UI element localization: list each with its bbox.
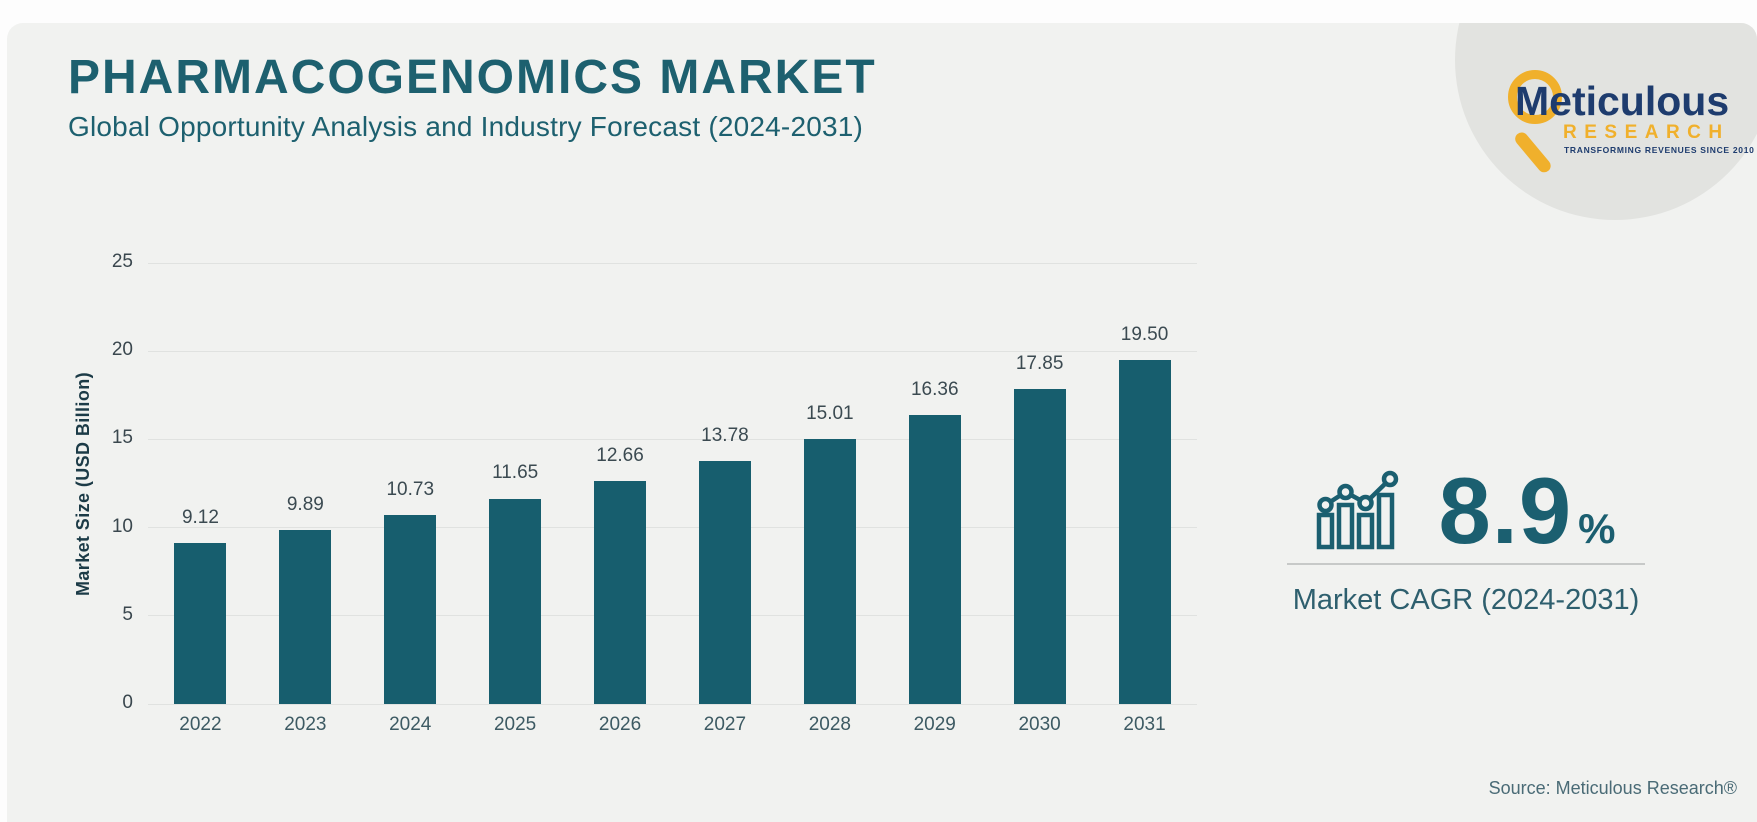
magnifier-icon [1508,70,1562,124]
cagr-block: 8.9 % [1166,443,1757,563]
bar-2022 [174,543,227,704]
x-tick-2022: 2022 [179,714,222,735]
brand-logo: Meticulous RESEARCH TRANSFORMING REVENUE… [1495,60,1755,180]
y-axis-title: Market Size (USD Billion) [73,371,93,597]
bar-2030 [1013,389,1066,704]
bar-value-2025: 11.65 [492,462,539,484]
bar-value-2028: 15.01 [806,403,854,425]
y-tick-5: 5 [122,603,133,625]
bar-value-2031: 19.50 [1120,324,1169,346]
y-tick-25: 25 [111,251,133,272]
y-tick-20: 20 [111,339,133,361]
x-tick-2023: 2023 [284,714,327,735]
gridline-20 [148,350,1197,352]
x-tick-2026: 2026 [598,714,642,735]
bar-2024 [384,514,437,704]
gridline-5 [148,615,1197,617]
x-axis-labels: 2022 2023 2024 2025 2026 2027 2028 2029 2030 2031 [148,714,1197,740]
x-tick-2031: 2031 [1123,714,1166,735]
bar-value-2024: 10.73 [386,478,435,500]
page-subtitle: Global Opportunity Analysis and Industry… [68,111,864,142]
x-tick-2024: 2024 [389,714,432,735]
bar-2031 [1118,360,1171,704]
logo-tagline: TRANSFORMING REVENUES SINCE 2010 [1564,145,1755,155]
bar-2023 [279,529,332,704]
y-tick-10: 10 [111,515,133,537]
bar-2028 [803,439,856,704]
gridline-25 [148,262,1197,264]
gridline-10 [148,527,1197,529]
magnifier-handle-icon [1512,129,1554,175]
x-tick-2028: 2028 [808,714,851,735]
gridline-15 [148,438,1197,440]
page-title: PHARMACOGENOMICS MARKET [68,51,877,104]
bar-2027 [698,460,751,704]
infographic-card: PHARMACOGENOMICS MARKET Global Opportuni… [7,23,1757,822]
plot-area: 9.12 9.89 10.73 11.65 12.66 13.78 15.01 16.36 17… [148,262,1197,705]
logo-name: Meticulous [1515,78,1730,124]
bar-value-2026: 12.66 [596,444,644,466]
cagr-value: 8.9 [1438,458,1573,563]
cagr-percent-sign: % [1578,505,1616,552]
x-tick-2029: 2029 [913,714,956,735]
cagr-chart-icon [1317,470,1399,550]
source-attribution: Source: Meticulous Research® [1488,778,1737,798]
cagr-number: 8.9 % [1438,458,1616,563]
gridline-0 [148,703,1197,705]
y-tick-15: 15 [111,427,133,449]
bar-2025 [489,498,542,704]
bar-value-2022: 9.12 [181,507,219,529]
bar-2026 [594,480,647,704]
y-tick-0: 0 [122,692,133,713]
cagr-divider [1287,563,1645,565]
bar-value-2027: 13.78 [701,424,749,446]
logo-subname: RESEARCH [1563,122,1730,143]
bar-value-2030: 17.85 [1015,353,1064,375]
x-tick-2025: 2025 [493,714,537,735]
bar-value-2023: 9.89 [286,493,324,515]
x-tick-2027: 2027 [703,714,747,735]
bar-2029 [908,415,961,704]
x-tick-2030: 2030 [1018,714,1061,735]
cagr-label: Market CAGR (2024-2031) [1292,584,1640,616]
bar-value-2029: 16.36 [910,379,959,401]
